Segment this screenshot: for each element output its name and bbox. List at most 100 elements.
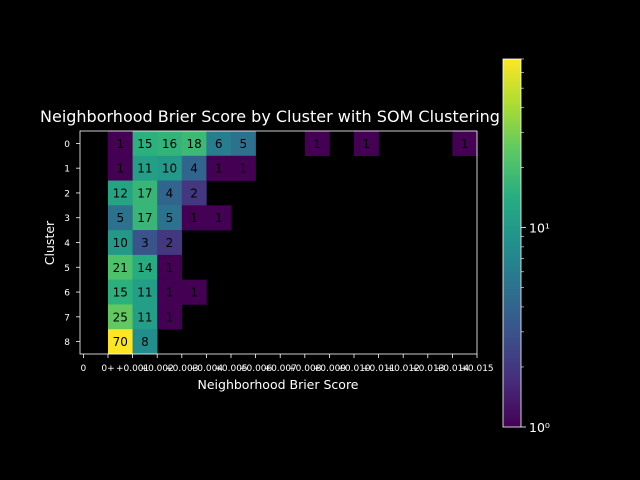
cell-value-label: 1 — [190, 286, 198, 300]
cell-value-label: 2 — [190, 186, 198, 200]
cell-value-label: 1 — [313, 137, 321, 151]
cell-value-label: 11 — [137, 162, 152, 176]
heatmap-cell — [181, 155, 207, 181]
cell-value-label: 11 — [137, 286, 152, 300]
heatmap-cell — [108, 254, 133, 280]
x-tick-label: +0.015 — [460, 364, 493, 374]
cell-value-label: 25 — [113, 310, 128, 324]
colorbar-ticks: 10⁰ 10¹ — [521, 58, 550, 435]
heatmap-cell — [157, 155, 183, 181]
cell-value-label: 1 — [215, 162, 223, 176]
heatmap-cell — [108, 329, 133, 355]
cell-value-label: 10 — [162, 162, 177, 176]
heatmap-cell — [132, 205, 158, 231]
heatmap-cell — [157, 230, 183, 256]
heatmap-cell-labels: 1 15 16 18 6 5 1 1 11 11 10 4 1 112 17 4 25 17 5 1 110 3 221 14… — [113, 137, 469, 349]
colorbar-tick-label: 10¹ — [529, 221, 550, 236]
cell-value-label: 4 — [190, 162, 198, 176]
heatmap-cell — [157, 304, 183, 330]
y-tick-label: 2 — [64, 189, 70, 199]
heatmap-cell — [132, 304, 158, 330]
heatmap-cell — [181, 131, 207, 157]
heatmap-cell — [108, 131, 133, 157]
x-tick-label: 0 — [81, 364, 87, 374]
x-tick-label: +0.004 — [190, 364, 224, 374]
cell-value-label: 12 — [113, 186, 128, 200]
heatmap-cell — [132, 131, 158, 157]
x-tick-label: +0.001 — [116, 364, 149, 374]
cell-value-label: 1 — [166, 261, 174, 275]
x-tick-label: +0.014 — [436, 364, 470, 374]
cell-value-label: 10 — [113, 236, 128, 250]
heatmap-cell — [304, 131, 330, 157]
cell-value-label: 1 — [239, 162, 247, 176]
cell-value-label: 70 — [113, 335, 128, 349]
y-tick-label: 6 — [64, 289, 70, 299]
heatmap-cell — [132, 329, 158, 355]
x-tick-label: +0.012 — [387, 364, 420, 374]
heatmap-cell — [108, 230, 133, 256]
cell-value-label: 1 — [116, 137, 124, 151]
cell-value-label: 15 — [113, 286, 128, 300]
heatmap-cell — [132, 279, 158, 305]
heatmap-cell — [231, 131, 256, 157]
cell-value-label: 6 — [215, 137, 223, 151]
colorbar-tick-label: 10⁰ — [529, 420, 550, 435]
x-tick-label: +0.008 — [288, 364, 322, 374]
heatmap-cell — [157, 254, 183, 280]
heatmap-cell — [181, 180, 207, 206]
x-tick-label: +0.007 — [264, 364, 297, 374]
heatmap-cell — [181, 279, 207, 305]
heatmap-cell — [108, 205, 133, 231]
x-tick-label: +0.006 — [239, 364, 273, 374]
y-tick-label: 7 — [64, 313, 70, 323]
cell-value-label: 1 — [215, 211, 223, 225]
x-tick-label: +0.010 — [337, 364, 371, 374]
y-tick-label: 3 — [64, 214, 70, 224]
heatmap-cell — [108, 279, 133, 305]
chart-title: Neighborhood Brier Score by Cluster with… — [40, 107, 500, 126]
x-tick-label: +0.009 — [313, 364, 347, 374]
cell-value-label: 18 — [186, 137, 201, 151]
x-tick-label: +0.013 — [411, 364, 444, 374]
y-tick-label: 5 — [64, 264, 70, 274]
heatmap-cell — [157, 180, 183, 206]
heatmap-cell — [132, 155, 158, 181]
cell-value-label: 2 — [166, 236, 174, 250]
cell-value-label: 5 — [166, 211, 174, 225]
heatmap-cell — [206, 155, 232, 181]
heatmap-cell — [132, 230, 158, 256]
heatmap-cell — [108, 155, 133, 181]
cell-value-label: 16 — [162, 137, 177, 151]
cell-value-label: 11 — [137, 310, 152, 324]
heatmap-cells — [108, 131, 478, 355]
cell-value-label: 17 — [137, 186, 152, 200]
cell-value-label: 5 — [116, 211, 124, 225]
cell-value-label: 1 — [362, 137, 370, 151]
heatmap-cell — [157, 131, 183, 157]
cell-value-label: 17 — [137, 211, 152, 225]
x-tick-label: +0.011 — [362, 364, 395, 374]
x-axis-ticks: 0 0+ +0.001+0.002+0.003+0.004+0.005+0.006+… — [81, 354, 494, 374]
x-tick-label: +0.002 — [141, 364, 174, 374]
heatmap-cell — [132, 180, 158, 206]
colorbar — [502, 58, 522, 428]
cell-value-label: 1 — [166, 286, 174, 300]
y-tick-label: 1 — [64, 165, 70, 175]
cell-value-label: 1 — [166, 310, 174, 324]
x-axis-title: Neighborhood Brier Score — [198, 377, 359, 392]
x-tick-label: +0.005 — [214, 364, 247, 374]
cell-value-label: 1 — [461, 137, 469, 151]
cell-value-label: 1 — [190, 211, 198, 225]
heatmap-cell — [181, 205, 207, 231]
y-axis-ticks: 0 1 2 3 4 5 6 7 8 — [64, 140, 80, 348]
heatmap-cell — [354, 131, 379, 157]
cell-value-label: 3 — [141, 236, 149, 250]
cell-value-label: 21 — [113, 261, 128, 275]
y-axis-title: Cluster — [42, 220, 57, 265]
heatmap-cell — [132, 254, 158, 280]
heatmap-cell — [206, 205, 232, 231]
y-tick-label: 4 — [64, 239, 70, 249]
heatmap-cell — [108, 180, 133, 206]
cell-value-label: 15 — [137, 137, 152, 151]
